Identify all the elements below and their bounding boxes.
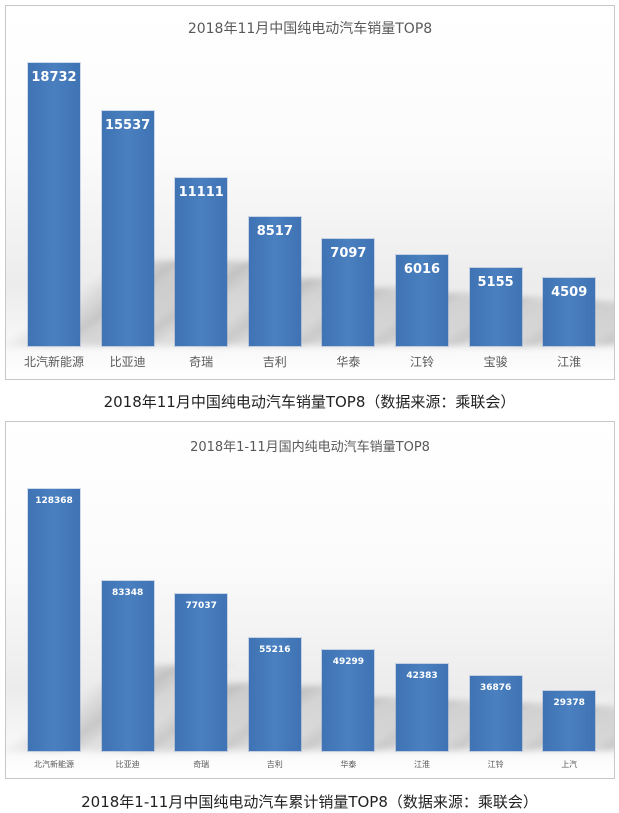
chart-caption: 2018年11月中国纯电动汽车销量TOP8（数据来源：乘联会） <box>103 393 516 411</box>
bar: 42383 <box>396 664 448 751</box>
x-axis-label: 华泰 <box>336 355 361 369</box>
bar-value-label: 55216 <box>259 645 291 655</box>
x-axis-label: 比亚迪 <box>115 760 140 769</box>
chart-monthly-sales: 2018年11月中国纯电动汽车销量TOP8 18732 北汽新能源 15537 比亚迪… <box>5 5 615 380</box>
bar-value-label: 11111 <box>178 185 224 200</box>
x-axis-label: 江淮 <box>414 760 430 769</box>
bar: 4509 <box>543 278 596 346</box>
bar: 29378 <box>543 691 596 751</box>
bar-value-label: 42383 <box>406 671 438 681</box>
bar-value-label: 6016 <box>403 262 441 277</box>
x-axis-label: 奇瑞 <box>193 760 210 769</box>
bar-value-label: 4509 <box>551 285 588 300</box>
x-axis-label: 江铃 <box>487 760 504 769</box>
x-axis-label: 华泰 <box>340 760 357 769</box>
bar-value-label: 36876 <box>479 683 512 693</box>
x-axis-label: 宝骏 <box>483 355 508 369</box>
bar-value-label: 18732 <box>31 70 77 85</box>
x-axis-label: 吉利 <box>266 760 283 769</box>
bar-value-label: 83348 <box>111 588 144 598</box>
bar-value-label: 15537 <box>104 118 151 133</box>
bar: 49299 <box>322 650 375 751</box>
chart-cumulative-sales: 2018年1-11月国内纯电动汽车销量TOP8 128368 北汽新能源 83348… <box>5 421 615 779</box>
bar-value-label: 49299 <box>332 657 365 667</box>
bar-value-label: 5155 <box>477 275 514 290</box>
chart-caption: 2018年1-11月中国纯电动汽车累计销量TOP8（数据来源：乘联会） <box>81 793 538 811</box>
x-axis-label: 奇瑞 <box>189 355 214 369</box>
bar: 18732 <box>28 63 80 346</box>
x-axis-label: 江铃 <box>409 355 434 369</box>
bar: 7097 <box>322 239 375 346</box>
bar: 8517 <box>248 217 301 346</box>
bar: 55216 <box>248 638 301 751</box>
chart-title: 2018年1-11月国内纯电动汽车销量TOP8 <box>190 440 430 455</box>
x-axis-label: 比亚迪 <box>109 355 146 369</box>
x-axis-label: 上汽 <box>561 760 578 769</box>
bar: 11111 <box>175 178 228 346</box>
bar-value-label: 29378 <box>553 698 585 708</box>
bar: 83348 <box>101 581 154 751</box>
x-axis-label: 北汽新能源 <box>23 355 84 369</box>
bar: 36876 <box>469 676 522 751</box>
bar: 15537 <box>101 111 154 346</box>
bar: 5155 <box>469 268 522 346</box>
x-axis-label: 江淮 <box>557 355 582 369</box>
bar-value-label: 7097 <box>330 246 367 261</box>
bar-value-label: 77037 <box>185 601 217 611</box>
bar-value-label: 8517 <box>256 224 293 239</box>
bar: 128368 <box>28 489 80 751</box>
x-axis-label: 北汽新能源 <box>34 760 74 769</box>
bar: 6016 <box>396 255 448 346</box>
x-axis-label: 吉利 <box>262 355 287 369</box>
bar: 77037 <box>175 594 228 751</box>
bar-value-label: 128368 <box>35 496 73 506</box>
chart-title: 2018年11月中国纯电动汽车销量TOP8 <box>187 21 433 37</box>
